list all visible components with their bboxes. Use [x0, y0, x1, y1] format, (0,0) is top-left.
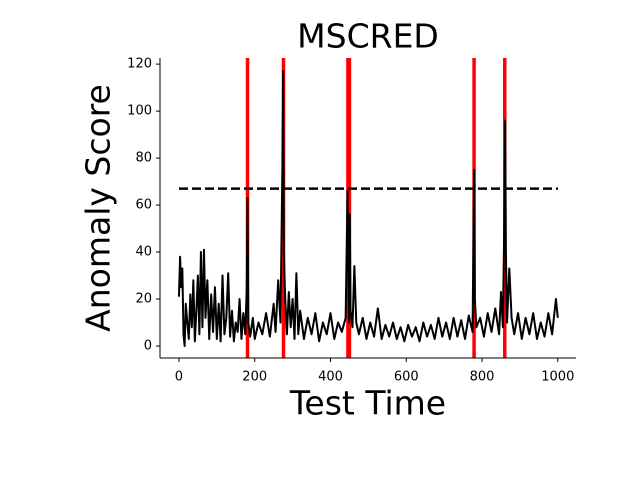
y-tick-label: 120: [127, 57, 152, 72]
y-tick-label: 60: [135, 198, 152, 213]
score-line: [177, 70, 559, 348]
x-axis-label: Test Time: [289, 384, 446, 423]
x-tick-label: 0: [175, 370, 183, 385]
x-tick-label: 400: [318, 370, 343, 385]
y-axis-label: Anomaly Score: [79, 84, 118, 332]
y-tick-label: 100: [127, 104, 152, 119]
y-tick-label: 80: [135, 151, 152, 166]
x-tick-label: 600: [394, 370, 419, 385]
x-tick-label: 800: [470, 370, 495, 385]
y-tick-label: 0: [144, 339, 152, 354]
y-tick-label: 40: [135, 245, 152, 260]
y-tick-label: 20: [135, 292, 152, 307]
x-tick-label: 1000: [541, 370, 574, 385]
chart-title: MSCRED: [297, 17, 439, 56]
x-tick-label: 200: [242, 370, 267, 385]
